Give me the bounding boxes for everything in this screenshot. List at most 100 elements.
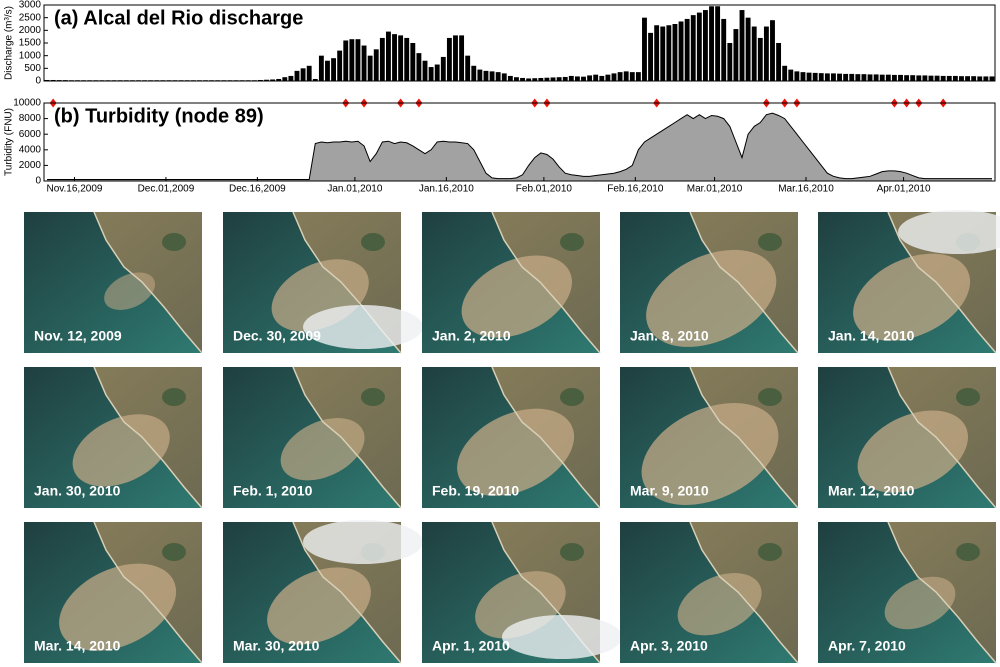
- bar: [282, 77, 288, 81]
- bar: [593, 74, 599, 81]
- marsh: [361, 388, 385, 406]
- bar: [392, 34, 397, 81]
- y-tick-label: 8000: [19, 113, 42, 124]
- bar: [270, 79, 276, 81]
- bar: [959, 76, 964, 81]
- bar: [398, 35, 404, 81]
- x-tick-label: Nov.16,2009: [46, 184, 102, 195]
- coastline: [887, 521, 997, 664]
- y-tick-label: 1000: [19, 50, 42, 61]
- bar: [812, 72, 818, 81]
- bar: [806, 72, 812, 81]
- bar: [373, 49, 379, 81]
- image-caption: Mar. 30, 2010: [233, 638, 320, 654]
- marsh: [162, 543, 186, 561]
- bar: [50, 79, 56, 81]
- satellite-image: Nov. 12, 2009: [24, 211, 203, 354]
- bar: [611, 73, 617, 81]
- bar: [794, 71, 800, 81]
- chart-title: (a) Alcal del Rio discharge: [54, 7, 303, 29]
- coastline: [689, 366, 799, 509]
- chart-title: (b) Turbidity (node 89): [54, 105, 264, 127]
- plot-frame: [43, 102, 996, 182]
- coastline: [689, 521, 799, 664]
- bar: [971, 76, 977, 81]
- bar: [709, 6, 714, 82]
- satellite-image: Feb. 1, 2010: [223, 366, 402, 509]
- x-tick-label: Dec.16,2009: [229, 184, 286, 195]
- bar: [550, 77, 556, 81]
- bar: [581, 76, 586, 81]
- bar: [257, 79, 263, 81]
- bar: [922, 75, 928, 81]
- bar: [702, 10, 708, 82]
- bar: [635, 72, 641, 81]
- sediment-plume: [267, 567, 371, 645]
- x-tick-label: Feb.01,2010: [516, 184, 573, 195]
- bar: [489, 71, 495, 81]
- y-tick-label: 2000: [19, 25, 42, 36]
- bar: [776, 43, 782, 81]
- sediment-plume: [641, 402, 779, 506]
- sediment-plume: [646, 249, 777, 347]
- bar: [928, 75, 934, 81]
- bar: [770, 20, 775, 81]
- image-caption: Mar. 14, 2010: [34, 638, 121, 654]
- satellite-image: Mar. 14, 2010: [24, 521, 203, 664]
- bar: [355, 39, 361, 81]
- bar: [849, 73, 855, 81]
- bar: [642, 17, 647, 82]
- bar: [367, 55, 373, 81]
- bar: [574, 76, 580, 81]
- satellite-image: Jan. 14, 2010: [818, 210, 1000, 354]
- satellite-image: Dec. 30, 2009: [223, 211, 423, 354]
- bar: [556, 77, 562, 81]
- bar: [629, 72, 635, 81]
- coastline: [292, 366, 402, 509]
- bar: [910, 75, 916, 81]
- bar: [428, 67, 434, 81]
- turbidity-area: [47, 113, 992, 181]
- bar: [891, 74, 897, 81]
- bar: [44, 79, 50, 81]
- bar: [843, 73, 849, 81]
- bar: [410, 43, 416, 81]
- bar: [422, 60, 428, 81]
- x-tick-label: Feb.16,2010: [607, 184, 664, 195]
- y-tick-label: 2500: [19, 12, 42, 23]
- bar: [501, 73, 507, 81]
- bar: [879, 74, 885, 81]
- y-tick-label: 3000: [19, 0, 42, 11]
- y-tick-label: 0: [35, 176, 41, 187]
- bar: [465, 55, 471, 81]
- bar: [751, 26, 757, 81]
- bar: [623, 71, 629, 81]
- bar: [544, 77, 550, 81]
- x-tick-label: Mar.16,2010: [778, 184, 834, 195]
- bar: [385, 31, 391, 82]
- x-tick-label: Jan.16,2010: [419, 184, 474, 195]
- bar: [782, 65, 788, 81]
- bar: [989, 76, 995, 81]
- bar: [440, 56, 446, 81]
- sediment-plume: [884, 576, 956, 630]
- marsh: [361, 233, 385, 251]
- bar: [788, 69, 794, 81]
- bar: [727, 43, 733, 81]
- sea: [24, 212, 202, 353]
- sediment-plume: [280, 418, 365, 481]
- satellite-image: Mar. 12, 2010: [818, 366, 997, 509]
- image-caption: Dec. 30, 2009: [233, 328, 321, 344]
- image-caption: Jan. 8, 2010: [630, 328, 709, 344]
- satellite-image: Apr. 1, 2010: [422, 521, 622, 664]
- bar: [434, 64, 440, 81]
- bar: [349, 39, 355, 81]
- satellite-image: Mar. 9, 2010: [620, 366, 799, 509]
- y-tick-label: 500: [24, 63, 41, 74]
- image-caption: Apr. 3, 2010: [630, 638, 708, 654]
- bar: [416, 53, 422, 81]
- bar: [934, 75, 940, 81]
- satellite-image: Jan. 2, 2010: [422, 211, 601, 354]
- bar: [690, 15, 696, 82]
- bar: [264, 79, 269, 81]
